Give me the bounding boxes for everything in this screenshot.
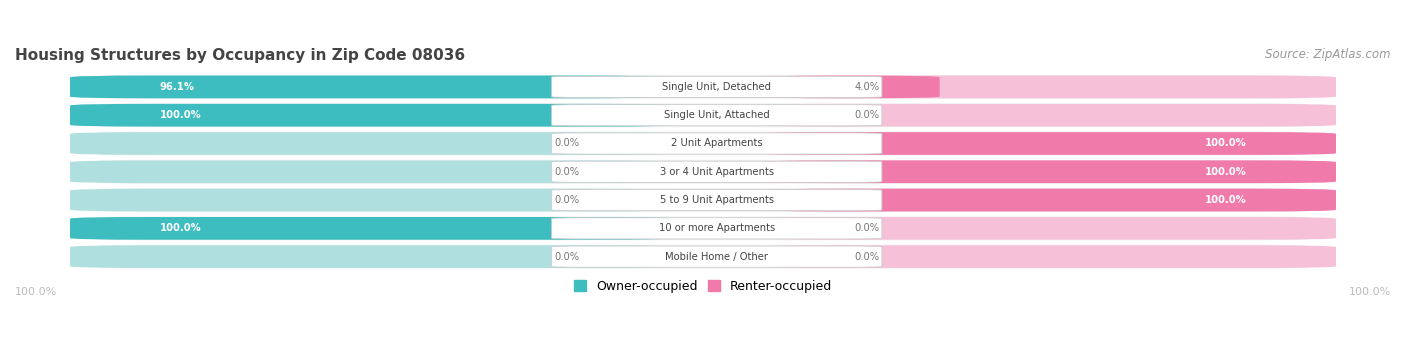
FancyBboxPatch shape <box>97 75 1309 99</box>
Text: 100.0%: 100.0% <box>1205 167 1247 177</box>
Text: 10 or more Apartments: 10 or more Apartments <box>658 223 775 233</box>
FancyBboxPatch shape <box>70 104 675 127</box>
FancyBboxPatch shape <box>97 217 1309 240</box>
Text: 100.0%: 100.0% <box>1205 138 1247 148</box>
Text: 100.0%: 100.0% <box>1348 287 1391 297</box>
Text: 0.0%: 0.0% <box>855 223 880 233</box>
FancyBboxPatch shape <box>551 190 882 211</box>
Text: 3 or 4 Unit Apartments: 3 or 4 Unit Apartments <box>659 167 773 177</box>
FancyBboxPatch shape <box>758 161 1336 183</box>
FancyBboxPatch shape <box>551 105 882 126</box>
FancyBboxPatch shape <box>551 76 882 98</box>
FancyBboxPatch shape <box>70 217 675 240</box>
FancyBboxPatch shape <box>758 245 1336 268</box>
FancyBboxPatch shape <box>97 103 1309 127</box>
Text: Single Unit, Attached: Single Unit, Attached <box>664 110 769 120</box>
FancyBboxPatch shape <box>70 217 675 240</box>
Text: 100.0%: 100.0% <box>159 110 201 120</box>
FancyBboxPatch shape <box>70 161 675 183</box>
FancyBboxPatch shape <box>551 133 882 154</box>
FancyBboxPatch shape <box>70 132 675 155</box>
Text: 0.0%: 0.0% <box>855 110 880 120</box>
Text: Source: ZipAtlas.com: Source: ZipAtlas.com <box>1265 48 1391 61</box>
Text: 0.0%: 0.0% <box>855 252 880 262</box>
FancyBboxPatch shape <box>758 217 1336 240</box>
FancyBboxPatch shape <box>97 160 1309 184</box>
Text: Housing Structures by Occupancy in Zip Code 08036: Housing Structures by Occupancy in Zip C… <box>15 48 465 63</box>
FancyBboxPatch shape <box>758 189 1336 211</box>
Text: 100.0%: 100.0% <box>159 223 201 233</box>
FancyBboxPatch shape <box>551 246 882 267</box>
Text: 0.0%: 0.0% <box>554 195 579 205</box>
Text: 0.0%: 0.0% <box>554 138 579 148</box>
FancyBboxPatch shape <box>758 132 1336 155</box>
FancyBboxPatch shape <box>97 188 1309 212</box>
Text: 100.0%: 100.0% <box>15 287 58 297</box>
FancyBboxPatch shape <box>97 132 1309 155</box>
Text: 4.0%: 4.0% <box>855 82 880 92</box>
Text: 100.0%: 100.0% <box>1205 195 1247 205</box>
FancyBboxPatch shape <box>70 245 675 268</box>
Text: Single Unit, Detached: Single Unit, Detached <box>662 82 772 92</box>
FancyBboxPatch shape <box>70 76 658 98</box>
Text: 5 to 9 Unit Apartments: 5 to 9 Unit Apartments <box>659 195 773 205</box>
FancyBboxPatch shape <box>758 161 1336 183</box>
FancyBboxPatch shape <box>758 76 939 98</box>
Text: 96.1%: 96.1% <box>159 82 194 92</box>
FancyBboxPatch shape <box>70 76 675 98</box>
FancyBboxPatch shape <box>70 104 675 127</box>
Text: 2 Unit Apartments: 2 Unit Apartments <box>671 138 762 148</box>
Text: 0.0%: 0.0% <box>554 167 579 177</box>
FancyBboxPatch shape <box>758 189 1336 211</box>
FancyBboxPatch shape <box>551 161 882 182</box>
Text: Mobile Home / Other: Mobile Home / Other <box>665 252 768 262</box>
Legend: Owner-occupied, Renter-occupied: Owner-occupied, Renter-occupied <box>568 275 838 298</box>
FancyBboxPatch shape <box>758 76 1336 98</box>
FancyBboxPatch shape <box>70 189 675 211</box>
FancyBboxPatch shape <box>551 218 882 239</box>
FancyBboxPatch shape <box>758 132 1336 155</box>
Text: 0.0%: 0.0% <box>554 252 579 262</box>
FancyBboxPatch shape <box>97 245 1309 268</box>
FancyBboxPatch shape <box>758 104 1336 127</box>
